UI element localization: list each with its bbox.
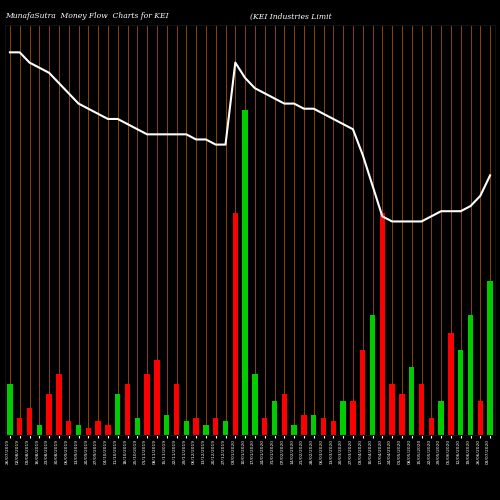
Bar: [213, 418, 218, 435]
Bar: [350, 401, 356, 435]
Bar: [292, 425, 297, 435]
Bar: [125, 384, 130, 435]
Bar: [390, 384, 395, 435]
Bar: [76, 425, 81, 435]
Bar: [115, 394, 120, 435]
Text: MunafaSutra  Money Flow  Charts for KEI: MunafaSutra Money Flow Charts for KEI: [5, 12, 168, 20]
Bar: [321, 418, 326, 435]
Bar: [194, 418, 199, 435]
Bar: [330, 422, 336, 435]
Bar: [96, 422, 101, 435]
Bar: [36, 425, 42, 435]
Bar: [488, 281, 493, 435]
Bar: [448, 332, 454, 435]
Bar: [458, 350, 464, 435]
Bar: [399, 394, 404, 435]
Bar: [27, 408, 32, 435]
Bar: [154, 360, 160, 435]
Bar: [164, 414, 170, 435]
Bar: [66, 422, 71, 435]
Bar: [360, 350, 366, 435]
Bar: [311, 414, 316, 435]
Bar: [370, 316, 375, 435]
Bar: [438, 401, 444, 435]
Bar: [17, 418, 22, 435]
Bar: [134, 418, 140, 435]
Bar: [232, 213, 238, 435]
Bar: [105, 425, 110, 435]
Bar: [468, 316, 473, 435]
Bar: [7, 384, 12, 435]
Bar: [272, 401, 277, 435]
Bar: [252, 374, 258, 435]
Bar: [478, 401, 483, 435]
Bar: [56, 374, 62, 435]
Bar: [144, 374, 150, 435]
Bar: [184, 422, 189, 435]
Bar: [409, 366, 414, 435]
Bar: [282, 394, 287, 435]
Bar: [428, 418, 434, 435]
Bar: [203, 425, 208, 435]
Bar: [340, 401, 346, 435]
Bar: [262, 418, 268, 435]
Bar: [419, 384, 424, 435]
Text: (KEI Industries Limit: (KEI Industries Limit: [250, 12, 332, 20]
Bar: [301, 414, 306, 435]
Bar: [46, 394, 52, 435]
Bar: [380, 213, 385, 435]
Bar: [223, 422, 228, 435]
Bar: [174, 384, 179, 435]
Bar: [86, 428, 91, 435]
Bar: [242, 110, 248, 435]
